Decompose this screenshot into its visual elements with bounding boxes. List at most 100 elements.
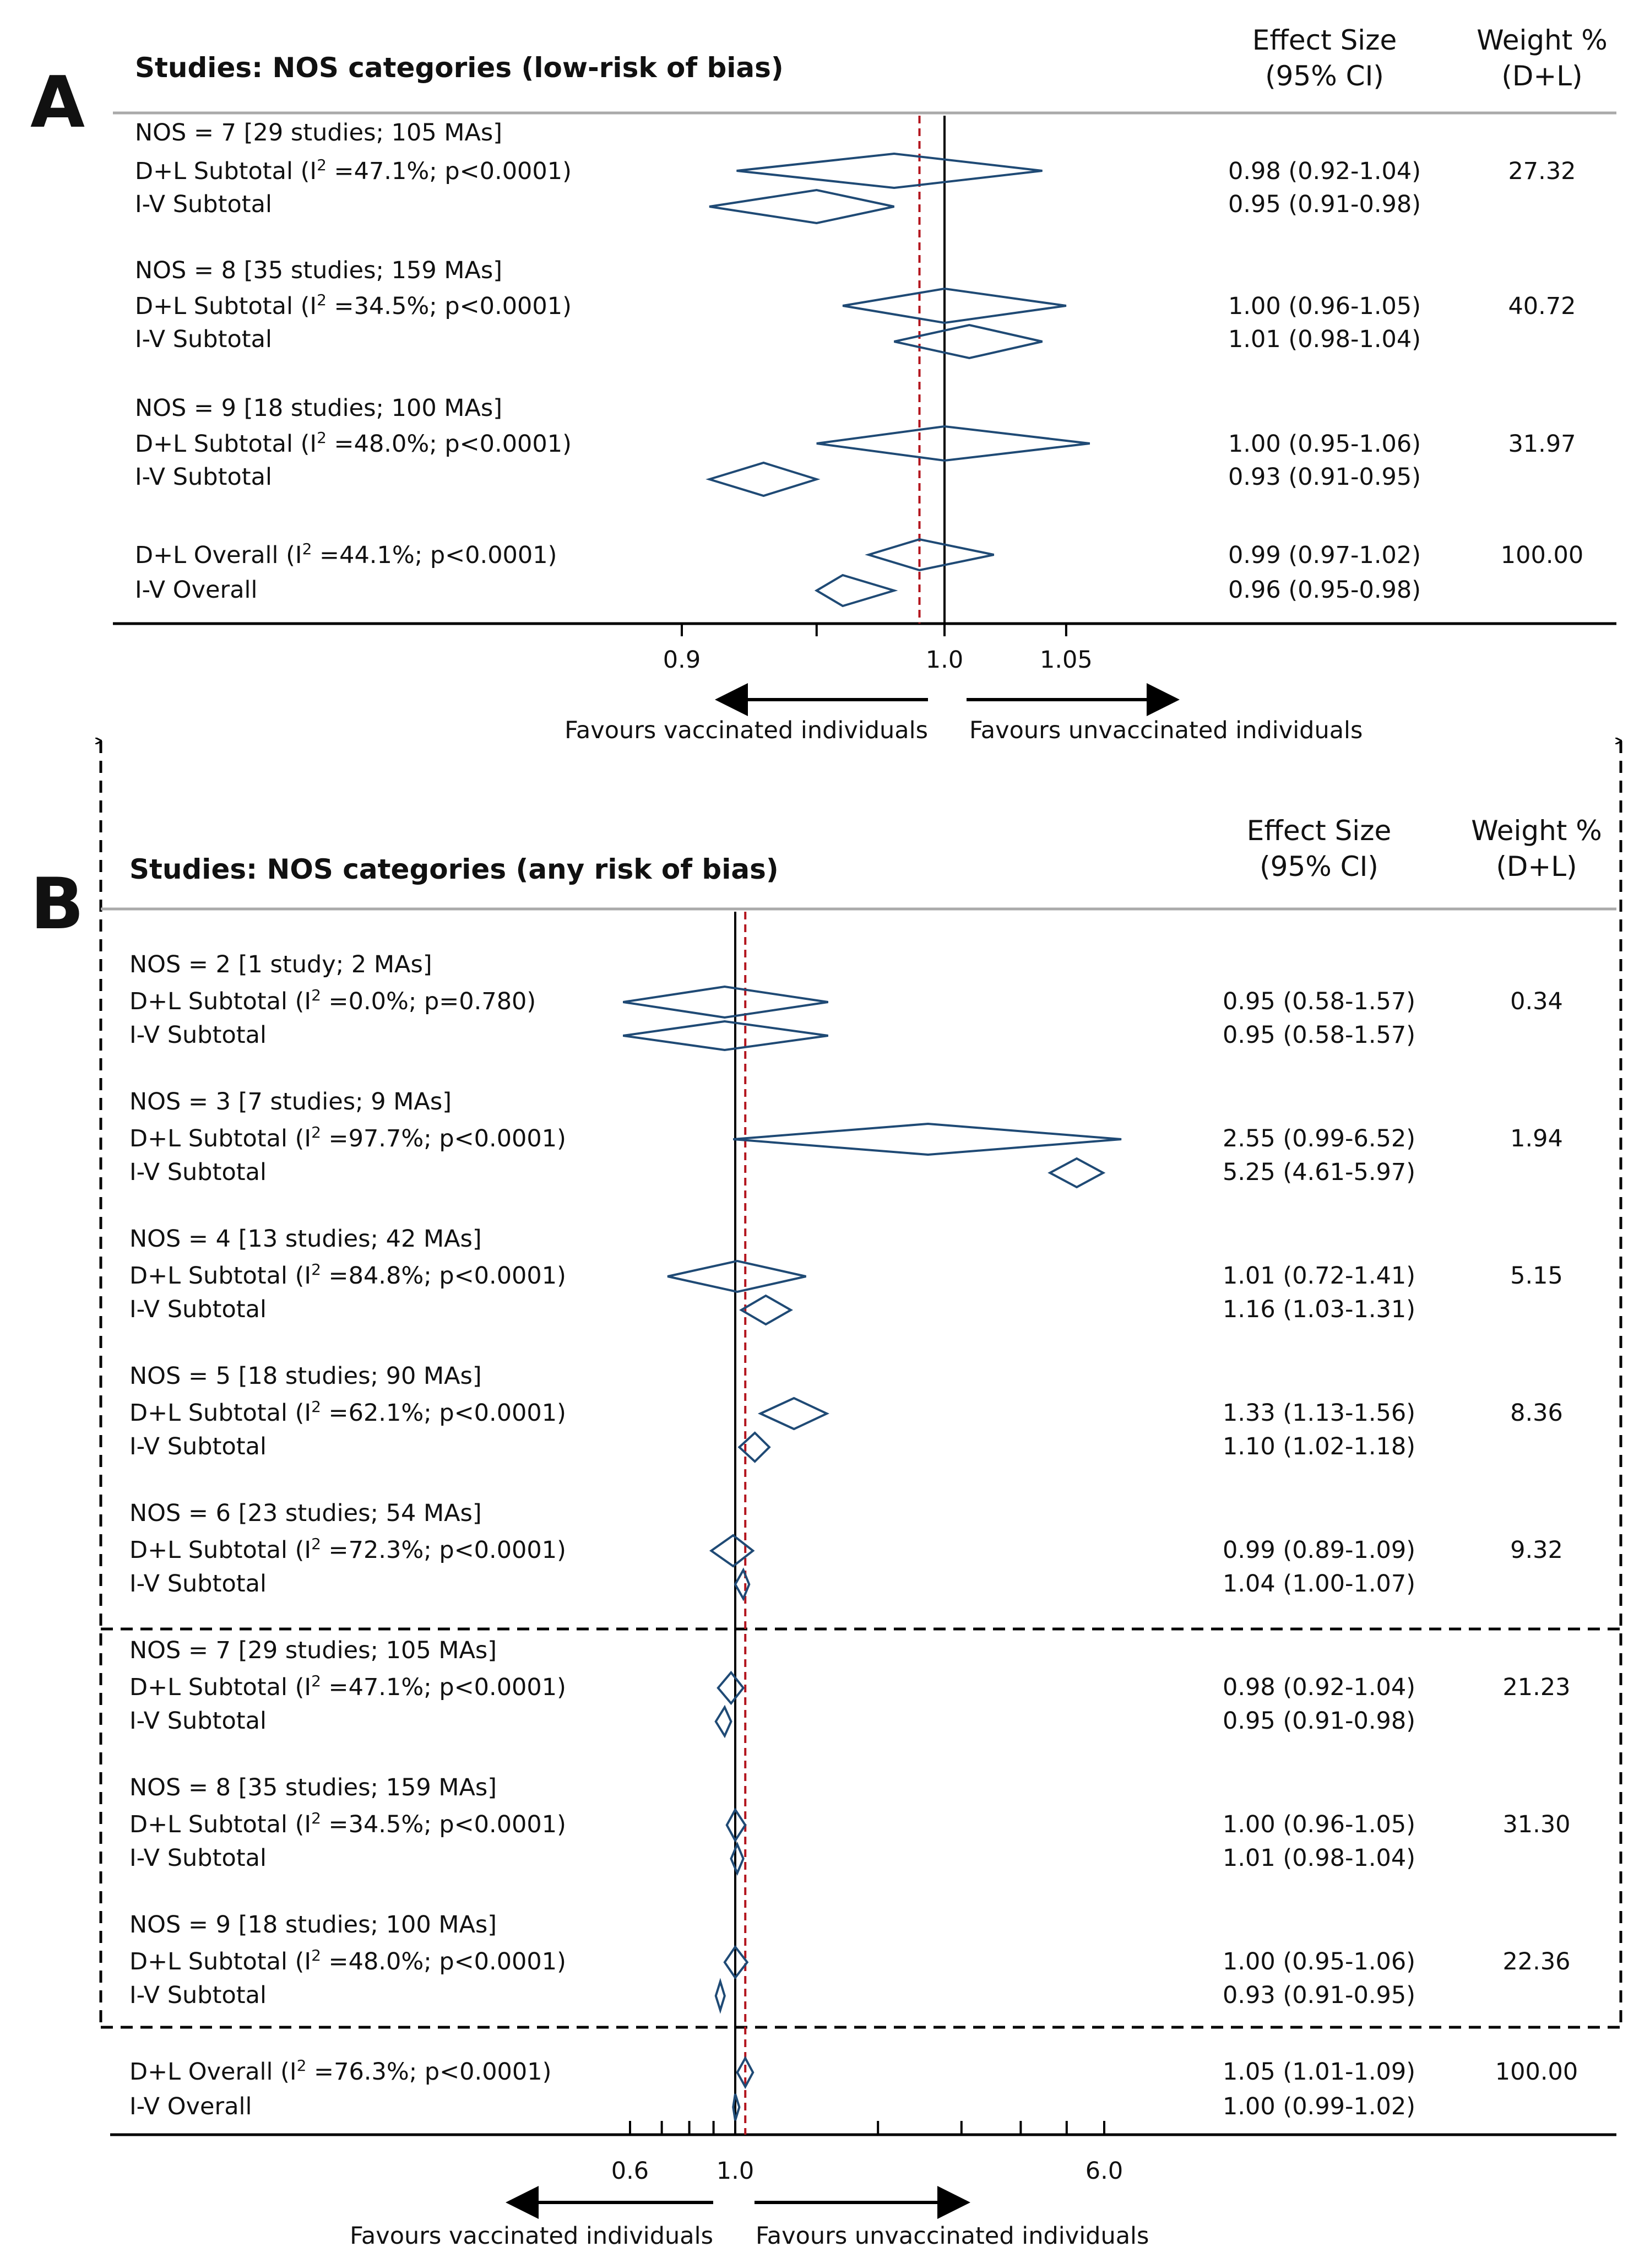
- panel-a-dl-label: D+L Subtotal (I2 =47.1%; p<0.0001): [135, 156, 572, 185]
- panel-b-dl-estimate: 1.33 (1.13-1.56): [1223, 1399, 1415, 1427]
- panel-b-dl-label: D+L Subtotal (I2 =47.1%; p<0.0001): [129, 1672, 566, 1701]
- panel-b-tick-label: 6.0: [1085, 2157, 1123, 2185]
- panel-b-iv-diamond: [714, 1704, 732, 1739]
- panel-a-effect-subheader: (95% CI): [1265, 60, 1384, 92]
- panel-a-weight-subheader: (D+L): [1501, 60, 1582, 92]
- panel-a-overall-iv-label: I-V Overall: [135, 576, 257, 604]
- panel-b-group-header: NOS = 9 [18 studies; 100 MAs]: [129, 1911, 497, 1939]
- panel-b-dl-estimate: 1.01 (0.72-1.41): [1223, 1262, 1415, 1290]
- panel-b-effect-subheader: (95% CI): [1260, 851, 1378, 883]
- panel-b-weight: 9.32: [1510, 1536, 1563, 1564]
- panel-b-group-header: NOS = 2 [1 study; 2 MAs]: [129, 951, 432, 978]
- panel-b-overall-dl-label: D+L Overall (I2 =76.3%; p<0.0001): [129, 2056, 551, 2086]
- panel-b-iv-label: I-V Subtotal: [129, 1707, 267, 1735]
- panel-a-dl-diamond: [736, 152, 1043, 190]
- panel-b-overall-dl-diamond: [736, 2055, 755, 2090]
- panel-b-title: Studies: NOS categories (any risk of bia…: [129, 853, 779, 885]
- panel-a-weight-header: Weight %: [1477, 24, 1608, 56]
- panel-b-dl-diamond: [757, 1396, 829, 1431]
- panel-b-weight: 31.30: [1502, 1811, 1570, 1838]
- panel-b-iv-label: I-V Subtotal: [129, 1844, 267, 1872]
- panel-b-effect-header: Effect Size: [1247, 815, 1391, 847]
- panel-b-weight: 21.23: [1502, 1674, 1570, 1701]
- panel-b-iv-estimate: 0.95 (0.91-0.98): [1223, 1707, 1415, 1735]
- panel-a-iv-estimate: 0.95 (0.91-0.98): [1228, 191, 1421, 218]
- panel-b-weight: 8.36: [1510, 1399, 1563, 1427]
- panel-a-tick-label: 1.05: [1040, 646, 1093, 674]
- panel-b-dl-diamond: [623, 985, 828, 1019]
- panel-a-iv-label: I-V Subtotal: [135, 326, 272, 353]
- panel-a-overall-iv-estimate: 0.96 (0.95-0.98): [1228, 576, 1421, 604]
- panel-a-group-header: NOS = 8 [35 studies; 159 MAs]: [135, 257, 502, 284]
- panel-a-iv-label: I-V Subtotal: [135, 463, 272, 491]
- panel-a-dl-diamond: [816, 425, 1090, 462]
- panel-b-iv-diamond: [1047, 1157, 1106, 1189]
- panel-b-iv-label: I-V Subtotal: [129, 1982, 267, 2009]
- panel-b-weight-header: Weight %: [1471, 815, 1602, 847]
- panel-b-overall-weight: 100.00: [1495, 2058, 1578, 2086]
- panel-b-weight: 5.15: [1510, 1262, 1563, 1290]
- panel-b-favours-vaccinated: Favours vaccinated individuals: [350, 2222, 713, 2250]
- panel-b-iv-diamond: [623, 1020, 828, 1052]
- panel-b-group-header: NOS = 8 [35 studies; 159 MAs]: [129, 1774, 497, 1801]
- panel-a-iv-diamond: [894, 323, 1043, 360]
- panel-a-dl-estimate: 0.98 (0.92-1.04): [1228, 158, 1421, 185]
- panel-b-dl-estimate: 0.99 (0.89-1.09): [1223, 1536, 1415, 1564]
- panel-a-overall-weight: 100.00: [1501, 542, 1583, 569]
- panel-b-overall-iv-diamond: [732, 2093, 741, 2121]
- panel-b-iv-label: I-V Subtotal: [129, 1570, 267, 1598]
- panel-b-dl-label: D+L Subtotal (I2 =84.8%; p<0.0001): [129, 1260, 566, 1290]
- panel-b-iv-label: I-V Subtotal: [129, 1021, 267, 1049]
- panel-b-group-header: NOS = 3 [7 studies; 9 MAs]: [129, 1088, 452, 1116]
- panel-b-dl-label: D+L Subtotal (I2 =97.7%; p<0.0001): [129, 1123, 566, 1152]
- panel-a-effect-header: Effect Size: [1252, 24, 1397, 56]
- panel-b-dl-diamond: [723, 1945, 749, 1980]
- panel-a-letter: A: [30, 62, 85, 144]
- panel-b-dl-diamond: [725, 1807, 747, 1843]
- panel-a-weight: 40.72: [1508, 293, 1576, 320]
- panel-a-iv-estimate: 1.01 (0.98-1.04): [1228, 326, 1421, 353]
- panel-a-overall-iv-diamond: [814, 573, 898, 608]
- panel-b-dl-diamond: [717, 1670, 745, 1706]
- panel-b-dl-estimate: 0.95 (0.58-1.57): [1223, 988, 1415, 1015]
- panel-b-iv-label: I-V Subtotal: [129, 1296, 267, 1323]
- panel-b-overall-dl-estimate: 1.05 (1.01-1.09): [1223, 2058, 1415, 2086]
- panel-a-dl-label: D+L Subtotal (I2 =48.0%; p<0.0001): [135, 429, 572, 458]
- panel-a-title: Studies: NOS categories (low-risk of bia…: [135, 52, 784, 84]
- panel-a-weight: 27.32: [1508, 158, 1576, 185]
- panel-b-weight: 22.36: [1502, 1948, 1570, 1975]
- panel-b-iv-estimate: 0.95 (0.58-1.57): [1223, 1021, 1415, 1049]
- panel-a-iv-diamond: [709, 188, 894, 225]
- panel-b-group-header: NOS = 4 [13 studies; 42 MAs]: [129, 1225, 482, 1253]
- panel-a-group-header: NOS = 9 [18 studies; 100 MAs]: [135, 394, 502, 422]
- panel-b-tick-label: 0.6: [611, 2157, 649, 2185]
- panel-b-dl-label: D+L Subtotal (I2 =48.0%; p<0.0001): [129, 1946, 566, 1975]
- panel-a-weight: 31.97: [1508, 430, 1576, 458]
- panel-b-iv-label: I-V Subtotal: [129, 1433, 267, 1460]
- panel-b-iv-estimate: 1.01 (0.98-1.04): [1223, 1844, 1415, 1872]
- panel-b-weight: 1.94: [1510, 1125, 1563, 1152]
- panel-a-iv-diamond: [705, 461, 821, 497]
- panel-a-overall-dl-estimate: 0.99 (0.97-1.02): [1228, 542, 1421, 569]
- panel-b-dl-estimate: 1.00 (0.96-1.05): [1223, 1811, 1415, 1838]
- panel-b-dl-estimate: 2.55 (0.99-6.52): [1223, 1125, 1415, 1152]
- panel-b-iv-label: I-V Subtotal: [129, 1159, 267, 1186]
- panel-b-letter: B: [30, 863, 84, 945]
- panel-b-iv-estimate: 1.10 (1.02-1.18): [1223, 1433, 1415, 1460]
- panel-b-iv-estimate: 1.16 (1.03-1.31): [1223, 1296, 1415, 1323]
- panel-b-iv-estimate: 5.25 (4.61-5.97): [1223, 1159, 1415, 1186]
- panel-b-tick-label: 1.0: [717, 2157, 754, 2185]
- plot-layer: NOS = 7 [29 studies; 105 MAs] D+L Subtota…: [129, 116, 1583, 2185]
- panel-b-dl-estimate: 0.98 (0.92-1.04): [1223, 1674, 1415, 1701]
- panel-b-iv-diamond: [734, 1567, 751, 1601]
- panel-b-dl-label: D+L Subtotal (I2 =0.0%; p=0.780): [129, 986, 536, 1015]
- panel-a-group-header: NOS = 7 [29 studies; 105 MAs]: [135, 119, 502, 147]
- panel-b-dl-diamond: [733, 1122, 1122, 1156]
- panel-b-iv-diamond: [730, 1841, 745, 1876]
- panel-b-dl-diamond: [709, 1534, 755, 1568]
- panel-a-overall-dl-diamond: [865, 538, 995, 572]
- panel-b-overall-iv-label: I-V Overall: [129, 2093, 252, 2120]
- panel-a-tick-label: 1.0: [926, 646, 963, 674]
- panel-a-iv-estimate: 0.93 (0.91-0.95): [1228, 463, 1421, 491]
- panel-b-iv-diamond: [714, 1978, 726, 2014]
